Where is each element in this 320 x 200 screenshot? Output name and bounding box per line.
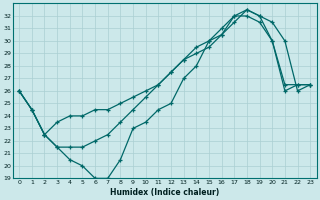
X-axis label: Humidex (Indice chaleur): Humidex (Indice chaleur) bbox=[110, 188, 219, 197]
